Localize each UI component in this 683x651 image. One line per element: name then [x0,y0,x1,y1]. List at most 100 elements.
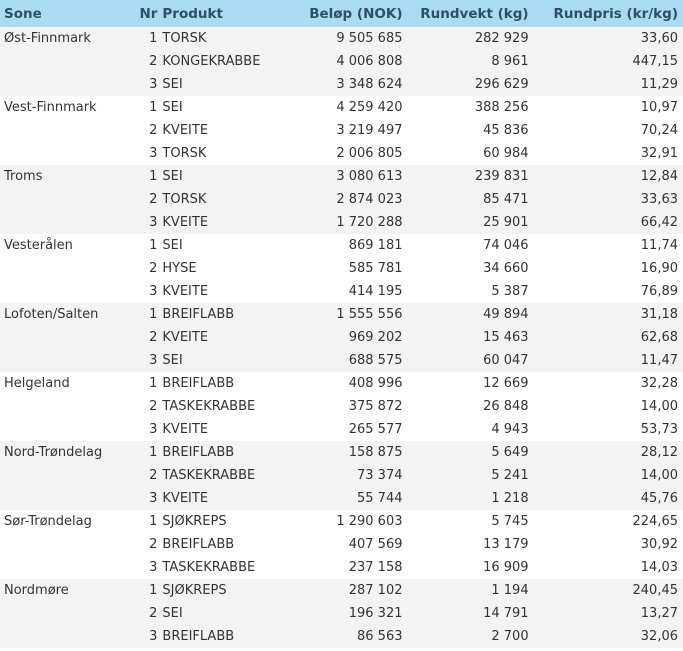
cell-sone: Øst-Finnmark [0,27,130,50]
cell-rundpris: 14,00 [528,395,683,418]
cell-sone [0,73,130,96]
cell-belop: 3 080 613 [281,165,403,188]
cell-rundpris: 224,65 [528,510,683,533]
table-row: Nordmøre 1 SJØKREPS 287 102 1 194 240,45 [0,579,683,602]
table-row: 2 TASKEKRABBE 375 872 26 848 14,00 [0,395,683,418]
cell-nr: 2 [129,395,163,418]
cell-sone: Vesterålen [0,234,130,257]
cell-belop: 2 874 023 [281,188,403,211]
cell-sone [0,188,130,211]
cell-produkt: KVEITE [162,280,282,303]
cell-rundvekt: 282 929 [402,27,529,50]
cell-rundpris: 33,63 [528,188,683,211]
cell-belop: 4 259 420 [281,96,403,119]
cell-sone: Helgeland [0,372,130,395]
cell-produkt: SEI [162,165,282,188]
cell-belop: 969 202 [281,326,403,349]
cell-nr: 1 [129,234,163,257]
cell-produkt: BREIFLABB [162,625,282,648]
cell-rundpris: 16,90 [528,257,683,280]
cell-belop: 287 102 [281,579,403,602]
header-sone[interactable]: Sone [0,0,130,27]
cell-rundpris: 12,84 [528,165,683,188]
header-produkt[interactable]: Produkt [162,0,282,27]
cell-produkt: SEI [162,349,282,372]
table-row: 2 BREIFLABB 407 569 13 179 30,92 [0,533,683,556]
cell-rundpris: 30,92 [528,533,683,556]
cell-rundpris: 14,03 [528,556,683,579]
cell-rundpris: 11,74 [528,234,683,257]
cell-sone: Nord-Trøndelag [0,441,130,464]
cell-rundpris: 32,06 [528,625,683,648]
cell-belop: 196 321 [281,602,403,625]
cell-rundvekt: 16 909 [402,556,529,579]
header-belop[interactable]: Beløp (NOK) [281,0,403,27]
cell-rundvekt: 4 943 [402,418,529,441]
table-row: 2 TORSK 2 874 023 85 471 33,63 [0,188,683,211]
cell-belop: 55 744 [281,487,403,510]
cell-produkt: BREIFLABB [162,372,282,395]
cell-produkt: SJØKREPS [162,579,282,602]
header-rundvekt[interactable]: Rundvekt (kg) [402,0,529,27]
cell-rundpris: 70,24 [528,119,683,142]
cell-belop: 407 569 [281,533,403,556]
cell-rundvekt: 388 256 [402,96,529,119]
cell-nr: 3 [129,487,163,510]
cell-rundpris: 32,91 [528,142,683,165]
cell-sone [0,280,130,303]
table-row: 3 BREIFLABB 86 563 2 700 32,06 [0,625,683,648]
table-row: 2 HYSE 585 781 34 660 16,90 [0,257,683,280]
cell-rundvekt: 1 194 [402,579,529,602]
cell-produkt: SEI [162,234,282,257]
table-row: 3 KVEITE 1 720 288 25 901 66,42 [0,211,683,234]
table-row: 3 TORSK 2 006 805 60 984 32,91 [0,142,683,165]
cell-nr: 1 [129,579,163,602]
cell-produkt: SEI [162,96,282,119]
cell-belop: 73 374 [281,464,403,487]
cell-rundpris: 28,12 [528,441,683,464]
cell-rundvekt: 49 894 [402,303,529,326]
header-rundpris[interactable]: Rundpris (kr/kg) [528,0,683,27]
cell-produkt: KVEITE [162,487,282,510]
cell-rundpris: 11,29 [528,73,683,96]
cell-nr: 1 [129,372,163,395]
cell-sone [0,142,130,165]
cell-produkt: TORSK [162,142,282,165]
cell-belop: 2 006 805 [281,142,403,165]
header-nr[interactable]: Nr [129,0,163,27]
cell-nr: 3 [129,418,163,441]
cell-produkt: KVEITE [162,326,282,349]
cell-belop: 1 290 603 [281,510,403,533]
table-row: 3 KVEITE 265 577 4 943 53,73 [0,418,683,441]
table-row: Sør-Trøndelag 1 SJØKREPS 1 290 603 5 745 224,… [0,510,683,533]
cell-produkt: TASKEKRABBE [162,395,282,418]
cell-sone [0,211,130,234]
cell-nr: 2 [129,119,163,142]
cell-sone [0,395,130,418]
table-row: Vest-Finnmark 1 SEI 4 259 420 388 256 10,97 [0,96,683,119]
table-row: Lofoten/Salten 1 BREIFLABB 1 555 556 49 894 3… [0,303,683,326]
cell-produkt: BREIFLABB [162,441,282,464]
cell-nr: 2 [129,602,163,625]
cell-sone [0,556,130,579]
cell-nr: 2 [129,257,163,280]
cell-belop: 1 555 556 [281,303,403,326]
cell-belop: 1 720 288 [281,211,403,234]
cell-rundvekt: 60 047 [402,349,529,372]
cell-nr: 1 [129,510,163,533]
cell-produkt: TASKEKRABBE [162,556,282,579]
table-row: 3 KVEITE 55 744 1 218 45,76 [0,487,683,510]
cell-rundpris: 31,18 [528,303,683,326]
cell-nr: 3 [129,556,163,579]
cell-produkt: TORSK [162,27,282,50]
cell-sone: Nordmøre [0,579,130,602]
cell-nr: 2 [129,533,163,556]
cell-rundvekt: 26 848 [402,395,529,418]
cell-produkt: KVEITE [162,211,282,234]
cell-rundvekt: 12 669 [402,372,529,395]
cell-sone [0,418,130,441]
cell-rundpris: 10,97 [528,96,683,119]
cell-nr: 3 [129,625,163,648]
table-row: Troms 1 SEI 3 080 613 239 831 12,84 [0,165,683,188]
cell-rundpris: 240,45 [528,579,683,602]
